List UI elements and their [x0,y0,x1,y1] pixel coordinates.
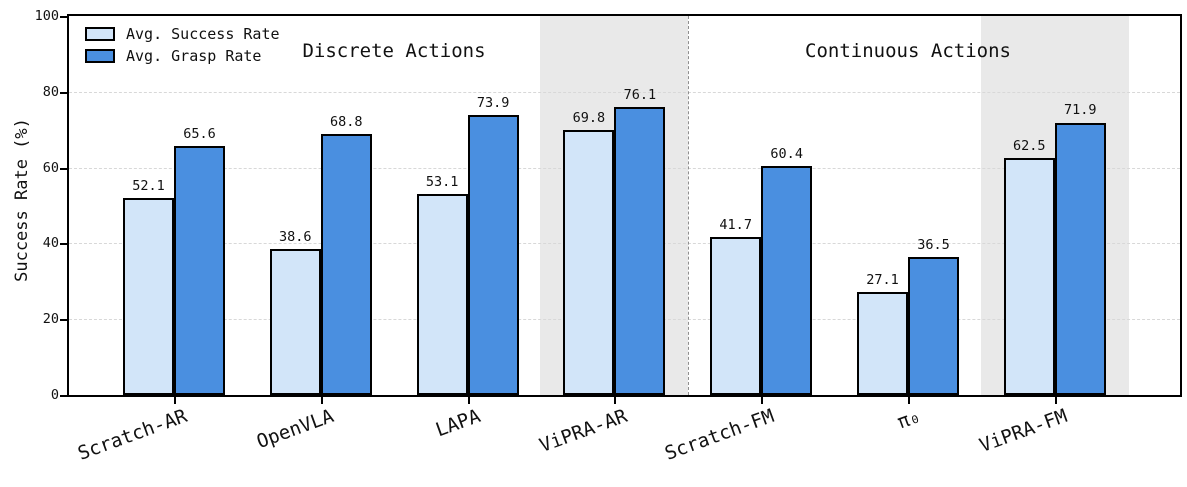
bar-value-label: 36.5 [917,236,950,253]
y-tick-mark [60,91,67,94]
bar-value-label: 53.1 [425,173,459,190]
success-rate-bar [563,130,615,395]
y-tick-label: 40 [42,235,59,252]
y-tick-mark [60,395,67,397]
success-rate-bar [1003,158,1055,395]
grasp-rate-bar [467,114,519,395]
x-tick-label: OpenVLA [253,405,337,454]
x-tick-label: π₀ [894,405,924,434]
section-separator [687,16,689,395]
x-tick-mark [761,397,764,404]
x-tick-label: LAPA [432,405,484,442]
x-tick-mark [908,397,910,404]
y-tick-mark [60,243,67,246]
y-tick-mark [60,319,67,322]
bar-value-label: 65.6 [183,126,216,143]
success-rate-bar [416,193,468,395]
gridline [69,91,1180,93]
y-tick-label: 80 [42,83,59,100]
success-rate-bar [710,236,762,395]
x-tick-mark [174,397,176,404]
grasp-rate-bar [1054,122,1106,395]
grasp-rate-bar [761,166,813,395]
grasp-rate-bar [320,134,372,395]
x-tick-mark [320,397,323,404]
y-tick-label: 60 [42,159,59,176]
plot-area: Discrete Actions Continuous Actions 52.1 6… [35,9,1182,465]
bar-value-label: 27.1 [866,272,899,289]
bar-value-label: 76.1 [623,86,657,103]
x-tick-label: Scratch-AR [74,405,190,465]
success-rate-bar [123,197,174,395]
grasp-rate-bar [614,106,666,395]
legend: Avg. Success Rate Avg. Grasp Rate [85,25,280,65]
y-axis-label: Success Rate (%) [12,118,32,282]
grasp-rate-bar [908,256,959,395]
legend-swatch-icon [85,49,115,63]
grasp-rate-bar [174,146,225,395]
y-tick-mark [60,16,67,18]
success-rate-bar [857,292,908,395]
legend-label: Avg. Success Rate [126,25,280,43]
bar-value-label: 69.8 [572,110,606,127]
x-tick-mark [1054,397,1057,404]
bar-value-label: 52.1 [132,177,165,194]
bar-value-label: 38.6 [279,228,312,245]
legend-item: Avg. Success Rate [85,25,280,43]
y-tick-mark [60,167,67,170]
bar-value-label: 68.8 [330,114,363,131]
bar-value-label: 71.9 [1064,102,1097,119]
legend-item: Avg. Grasp Rate [85,47,280,65]
y-tick-label: 100 [34,8,59,24]
bar-value-label: 73.9 [476,94,510,111]
y-tick-label: 0 [50,387,59,403]
x-tick-mark [467,397,470,404]
x-tick-mark [614,397,617,404]
bar-value-label: 60.4 [770,146,803,163]
x-tick-label: ViPRA-FM [976,405,1071,457]
bar-value-label: 62.5 [1013,138,1046,155]
x-tick-label: ViPRA-AR [536,405,630,457]
success-rate-bar [269,248,321,395]
legend-label: Avg. Grasp Rate [126,47,262,65]
legend-swatch-icon [85,27,115,41]
bar-value-label: 41.7 [719,216,752,233]
section-title: Continuous Actions [805,40,1011,62]
y-tick-label: 20 [42,311,59,328]
x-tick-label: Scratch-FM [661,405,777,465]
section-title: Discrete Actions [302,40,486,62]
